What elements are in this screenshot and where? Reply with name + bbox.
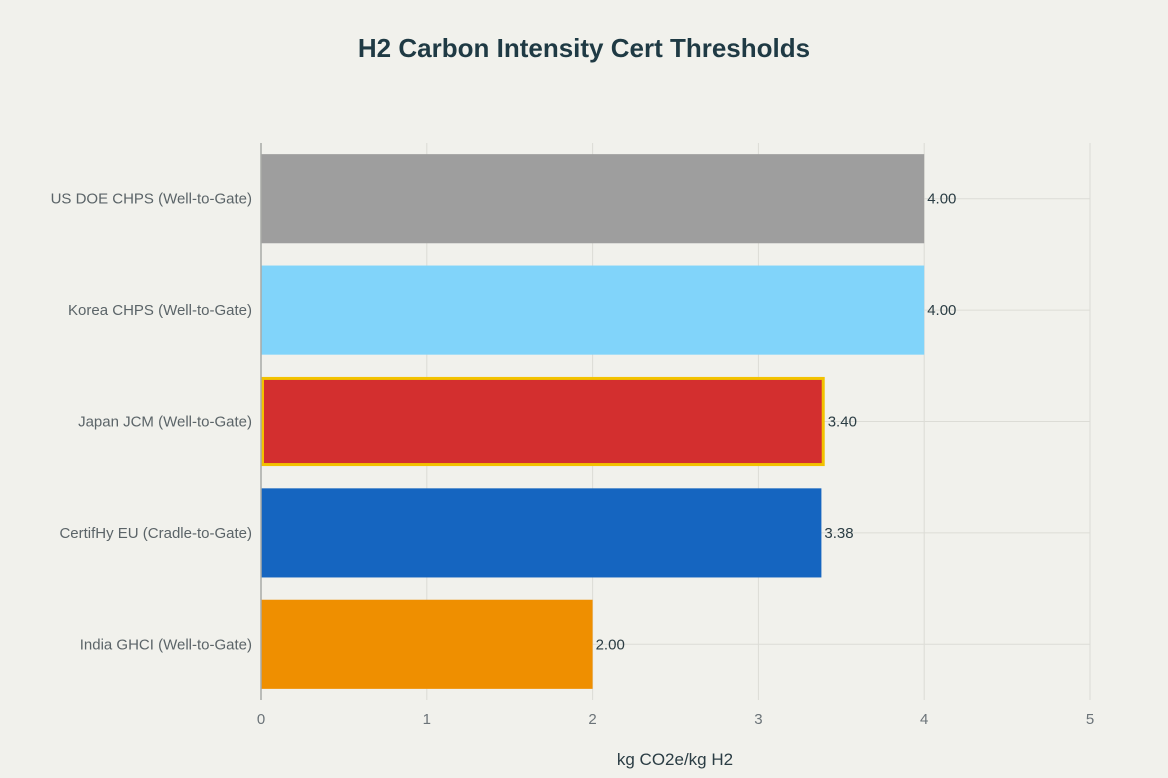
x-tick-label: 3 (754, 711, 762, 728)
data-label: 2.00 (596, 636, 625, 653)
bar (261, 599, 593, 689)
category-label: Korea CHPS (Well-to-Gate) (68, 302, 252, 319)
category-label: Japan JCM (Well-to-Gate) (78, 414, 252, 431)
x-tick-label: 0 (257, 711, 265, 728)
bar (261, 154, 925, 244)
x-tick-label: 5 (1086, 711, 1094, 728)
data-label: 3.40 (828, 414, 857, 431)
x-tick-label: 1 (423, 711, 431, 728)
x-tick-label: 4 (920, 711, 928, 728)
data-label: 4.00 (927, 191, 956, 208)
bar (261, 488, 822, 578)
data-label: 3.38 (824, 525, 853, 542)
x-tick-label: 2 (588, 711, 596, 728)
bar-highlighted (261, 376, 825, 467)
category-label: CertifHy EU (Cradle-to-Gate) (59, 525, 252, 542)
bars (261, 154, 925, 689)
data-label: 4.00 (927, 302, 956, 319)
category-label: US DOE CHPS (Well-to-Gate) (51, 191, 252, 208)
category-label: India GHCI (Well-to-Gate) (80, 636, 252, 653)
x-axis-title: kg CO2e/kg H2 (617, 750, 733, 769)
labels: 0 1 2 3 4 5 US DOE CHPS (Well-to-Gate) 4.00 Kore… (51, 191, 1095, 728)
chart-title: H2 Carbon Intensity Cert Thresholds (358, 33, 810, 63)
bar (261, 265, 925, 355)
